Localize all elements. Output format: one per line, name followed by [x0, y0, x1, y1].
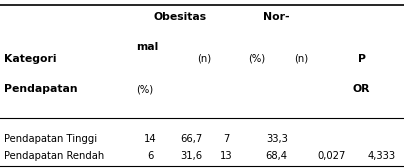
- Text: 0,027: 0,027: [317, 151, 345, 161]
- Text: 7: 7: [223, 134, 229, 144]
- Text: 14: 14: [144, 134, 157, 144]
- Text: 68,4: 68,4: [266, 151, 288, 161]
- Text: (n): (n): [294, 54, 308, 64]
- Text: (%): (%): [248, 54, 265, 64]
- Text: OR: OR: [353, 84, 370, 94]
- Text: (n): (n): [197, 54, 211, 64]
- Text: mal: mal: [137, 42, 159, 52]
- Text: Obesitas: Obesitas: [153, 12, 206, 22]
- Text: 33,3: 33,3: [266, 134, 288, 144]
- Text: 66,7: 66,7: [180, 134, 203, 144]
- Text: Pendapatan Rendah: Pendapatan Rendah: [4, 151, 104, 161]
- Text: Nor-: Nor-: [263, 12, 290, 22]
- Text: (%): (%): [137, 84, 154, 94]
- Text: P: P: [358, 54, 366, 64]
- Text: Kategori: Kategori: [4, 54, 57, 64]
- Text: 13: 13: [220, 151, 233, 161]
- Text: 4,333: 4,333: [368, 151, 396, 161]
- Text: Pendapatan Tinggi: Pendapatan Tinggi: [4, 134, 97, 144]
- Text: 31,6: 31,6: [181, 151, 202, 161]
- Text: Pendapatan: Pendapatan: [4, 84, 78, 94]
- Text: 6: 6: [147, 151, 154, 161]
